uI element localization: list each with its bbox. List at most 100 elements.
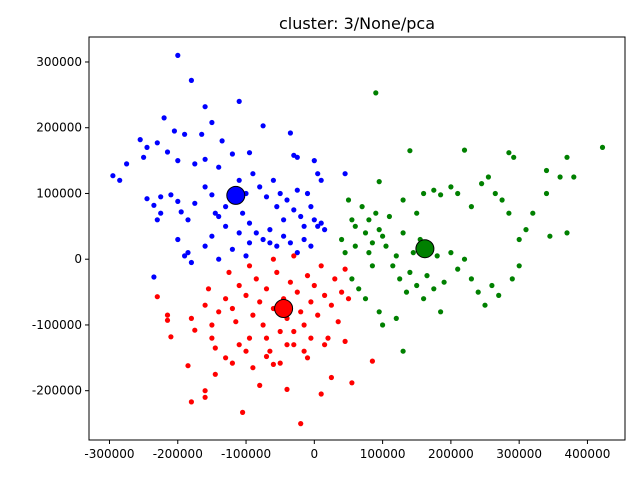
data-point xyxy=(137,137,143,143)
data-point xyxy=(298,213,304,220)
data-point xyxy=(243,253,249,259)
data-point xyxy=(223,296,229,302)
data-point xyxy=(168,192,174,198)
data-point xyxy=(339,289,345,295)
data-point xyxy=(511,154,517,160)
y-tick-label: 100000 xyxy=(36,186,82,200)
data-point xyxy=(192,327,198,333)
data-point xyxy=(557,174,563,180)
data-point xyxy=(304,355,311,361)
data-point xyxy=(599,144,606,150)
data-point xyxy=(431,187,437,193)
data-point xyxy=(263,286,270,292)
data-point xyxy=(260,236,266,243)
data-point xyxy=(403,289,410,295)
plot-frame xyxy=(88,36,626,441)
data-point xyxy=(291,207,297,213)
data-point xyxy=(380,233,386,239)
data-point xyxy=(171,128,177,134)
data-point xyxy=(202,388,208,394)
data-point xyxy=(308,204,314,210)
data-point xyxy=(151,274,157,280)
data-point xyxy=(202,184,208,190)
data-point xyxy=(509,276,515,282)
data-point xyxy=(216,164,222,170)
data-point xyxy=(448,184,454,190)
data-point xyxy=(202,394,208,400)
axes: -300000 -200000 -100000 0 100000 200000 300000… xyxy=(32,55,610,461)
data-point xyxy=(192,200,198,206)
data-point xyxy=(376,309,382,315)
data-point xyxy=(236,230,242,236)
data-point xyxy=(461,256,468,262)
data-point xyxy=(564,230,570,236)
data-point xyxy=(182,253,188,259)
data-point xyxy=(318,220,324,226)
data-point xyxy=(335,319,341,325)
data-point xyxy=(202,302,208,308)
plot-marks xyxy=(110,52,606,427)
data-point xyxy=(318,263,324,269)
data-point xyxy=(311,158,317,164)
data-point xyxy=(229,151,235,157)
data-point xyxy=(322,342,328,348)
data-point xyxy=(209,119,215,126)
y-tick-label: -100000 xyxy=(32,318,82,332)
data-point xyxy=(284,342,290,348)
data-point xyxy=(506,150,512,156)
data-point xyxy=(263,194,270,200)
data-point xyxy=(223,204,229,210)
data-point xyxy=(376,227,382,233)
data-point xyxy=(328,302,334,308)
data-point xyxy=(205,286,212,292)
data-point xyxy=(270,361,276,367)
data-point xyxy=(260,322,266,328)
data-point xyxy=(144,196,150,202)
data-point xyxy=(448,250,454,256)
data-point xyxy=(345,197,352,203)
data-point xyxy=(322,292,328,298)
data-point xyxy=(216,309,222,315)
x-tick-label: 300000 xyxy=(496,447,542,461)
data-point xyxy=(424,273,430,279)
data-point xyxy=(482,302,488,308)
data-point xyxy=(209,192,215,198)
data-point xyxy=(345,296,352,302)
data-point xyxy=(342,266,348,272)
data-point xyxy=(263,335,270,341)
data-point xyxy=(530,210,536,216)
data-point xyxy=(298,421,304,427)
data-point xyxy=(543,190,550,197)
data-point xyxy=(209,335,215,341)
data-point xyxy=(284,197,290,203)
data-point xyxy=(304,190,311,197)
chart-title: cluster: 3/None/pca xyxy=(279,14,435,33)
data-point xyxy=(257,299,263,305)
data-point xyxy=(301,322,307,328)
data-point xyxy=(356,286,362,292)
data-point xyxy=(400,348,406,354)
data-point xyxy=(267,240,273,246)
data-point xyxy=(332,276,338,282)
data-point xyxy=(281,217,287,223)
data-point xyxy=(287,240,293,246)
data-point xyxy=(223,223,229,229)
x-tick-label: -200000 xyxy=(153,447,203,461)
data-point xyxy=(110,173,116,179)
data-point xyxy=(277,328,283,335)
data-point xyxy=(342,250,348,256)
data-point xyxy=(294,154,300,160)
data-point xyxy=(349,380,355,386)
x-tick-label: 0 xyxy=(311,447,319,461)
data-point xyxy=(246,263,253,269)
data-point xyxy=(496,292,502,298)
data-point xyxy=(298,309,304,315)
data-point xyxy=(270,256,276,262)
data-point xyxy=(308,243,314,249)
data-point xyxy=(212,345,218,351)
data-point xyxy=(164,312,171,318)
data-point xyxy=(277,190,283,197)
data-point xyxy=(164,317,171,323)
data-point xyxy=(175,158,181,164)
centroid-marker xyxy=(415,239,435,259)
